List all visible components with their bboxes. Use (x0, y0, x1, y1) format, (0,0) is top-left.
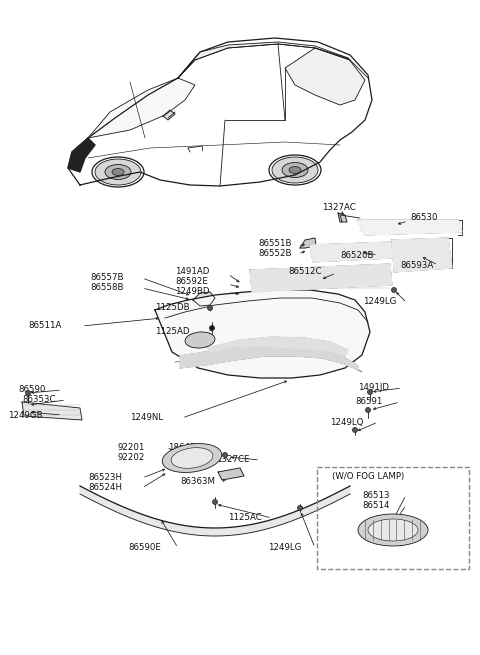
Text: 1249LG: 1249LG (363, 297, 396, 307)
Text: 86363M: 86363M (180, 477, 215, 487)
Text: 86353C: 86353C (22, 396, 56, 405)
Ellipse shape (162, 443, 222, 472)
Text: 1249GB: 1249GB (8, 411, 43, 419)
Polygon shape (300, 238, 316, 248)
Text: 86590: 86590 (18, 386, 46, 394)
Polygon shape (155, 290, 370, 378)
Text: 1125AD: 1125AD (155, 328, 190, 337)
Polygon shape (310, 242, 393, 262)
Polygon shape (80, 486, 350, 536)
Polygon shape (68, 138, 95, 172)
Text: 1249LQ: 1249LQ (330, 417, 363, 426)
Polygon shape (250, 264, 392, 292)
Text: 86552B: 86552B (258, 248, 291, 257)
Ellipse shape (368, 519, 418, 541)
Ellipse shape (282, 162, 308, 178)
Circle shape (213, 500, 217, 504)
Text: 86513: 86513 (362, 491, 389, 500)
Bar (360, 274, 370, 282)
Text: 86514: 86514 (362, 500, 389, 510)
Ellipse shape (95, 159, 141, 185)
Polygon shape (218, 468, 244, 480)
Polygon shape (358, 220, 462, 235)
Circle shape (298, 506, 302, 510)
Circle shape (208, 306, 212, 310)
Text: 86524H: 86524H (88, 483, 122, 493)
Polygon shape (338, 213, 347, 222)
Ellipse shape (171, 447, 213, 468)
Text: 86551B: 86551B (258, 238, 291, 248)
Text: 1249LG: 1249LG (268, 544, 301, 553)
Text: (W/O FOG LAMP): (W/O FOG LAMP) (332, 472, 404, 481)
Text: 1249NL: 1249NL (130, 413, 163, 422)
Circle shape (366, 408, 370, 412)
Text: 1491JD: 1491JD (358, 383, 389, 392)
Circle shape (26, 391, 30, 395)
Text: 1327AC: 1327AC (322, 204, 356, 212)
Ellipse shape (112, 168, 124, 176)
Text: 1249BD: 1249BD (175, 288, 209, 297)
Ellipse shape (272, 157, 318, 183)
Text: 18647: 18647 (168, 443, 195, 453)
Ellipse shape (105, 164, 131, 179)
Circle shape (211, 326, 214, 329)
Text: 1125AC: 1125AC (228, 514, 262, 523)
Polygon shape (285, 48, 365, 105)
Polygon shape (193, 292, 215, 306)
Bar (275, 274, 285, 282)
Circle shape (210, 326, 214, 330)
Ellipse shape (185, 332, 215, 348)
Text: 86512C: 86512C (288, 267, 322, 276)
Bar (335, 274, 345, 282)
Polygon shape (178, 42, 350, 78)
Text: 1327CE: 1327CE (216, 455, 250, 464)
Polygon shape (180, 346, 358, 370)
Ellipse shape (358, 514, 428, 546)
Text: 86593A: 86593A (400, 261, 433, 269)
Polygon shape (163, 110, 175, 120)
Bar (305, 274, 315, 282)
Polygon shape (392, 238, 452, 272)
Text: 1125DB: 1125DB (155, 303, 190, 312)
Text: 86591: 86591 (355, 398, 383, 407)
Text: 86557B: 86557B (90, 274, 123, 282)
Text: 86530: 86530 (410, 214, 437, 223)
Polygon shape (22, 402, 82, 420)
Text: 86558B: 86558B (90, 284, 123, 293)
Text: 86523H: 86523H (88, 474, 122, 483)
Circle shape (368, 390, 372, 394)
Ellipse shape (289, 166, 301, 174)
Circle shape (223, 453, 227, 457)
Text: 86520B: 86520B (340, 250, 373, 259)
Polygon shape (88, 78, 195, 138)
Text: 86590E: 86590E (128, 544, 161, 553)
Text: 1491AD: 1491AD (175, 267, 209, 276)
Polygon shape (208, 337, 348, 356)
Text: 86592E: 86592E (175, 278, 208, 286)
Circle shape (353, 428, 357, 432)
Text: 92201: 92201 (118, 443, 145, 453)
Text: 86511A: 86511A (28, 320, 61, 329)
Text: 92202: 92202 (118, 453, 145, 462)
Circle shape (392, 288, 396, 292)
